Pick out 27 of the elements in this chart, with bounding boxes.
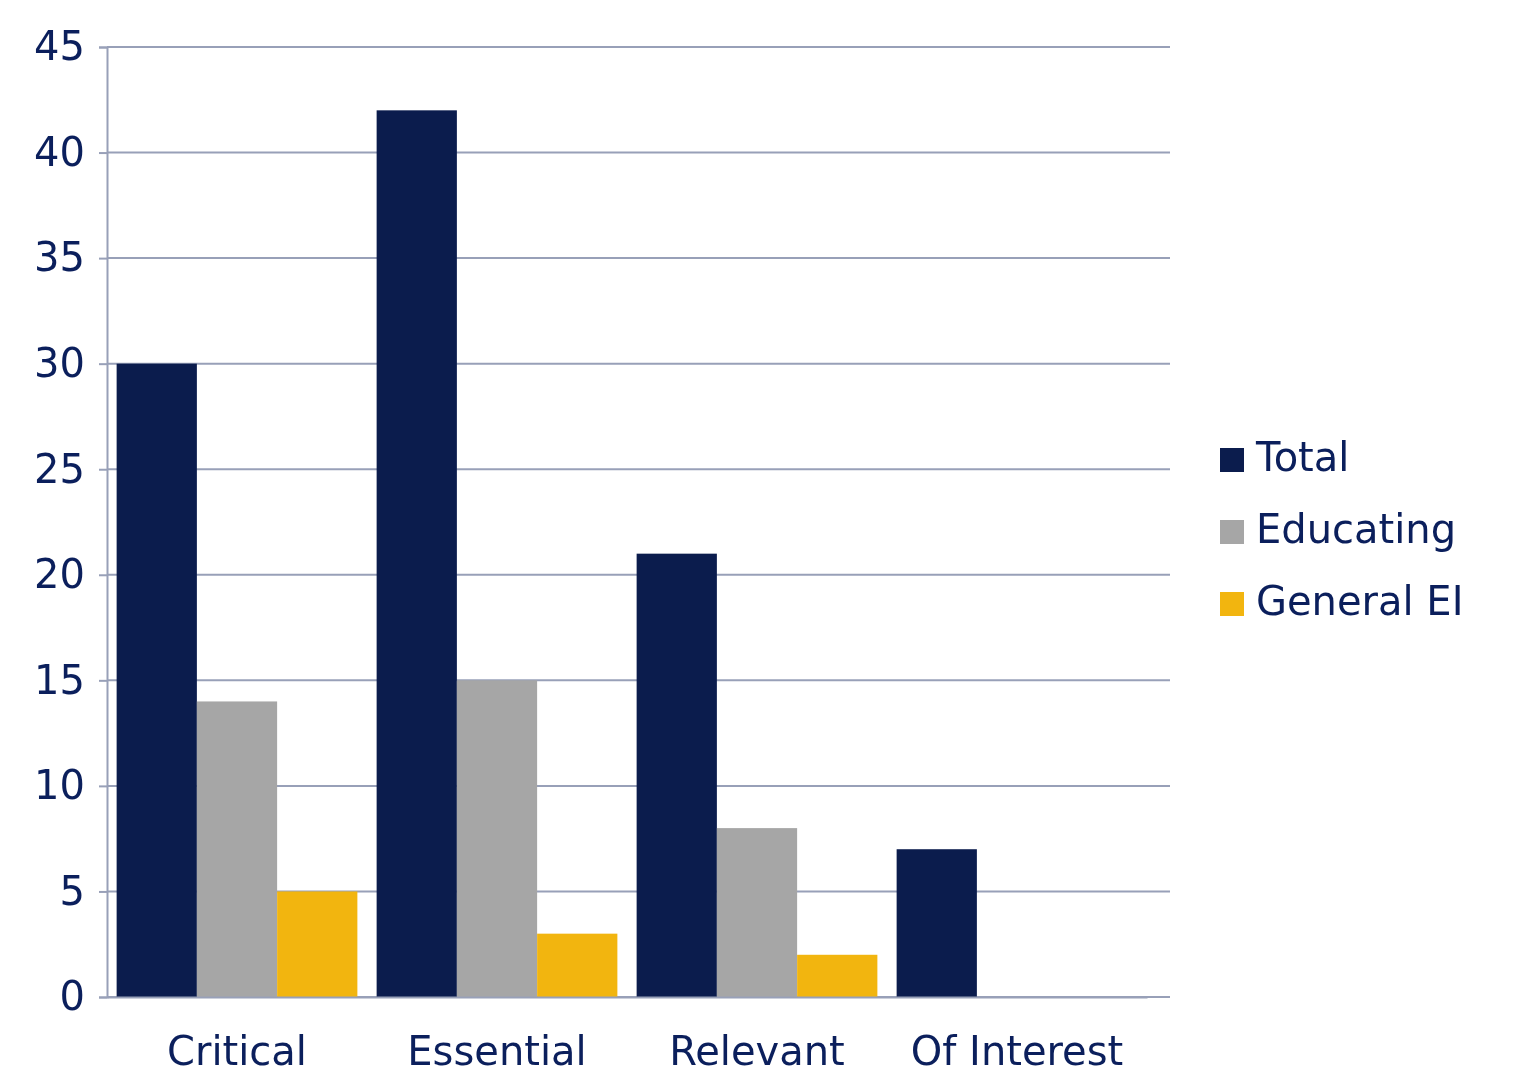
- y-tick-label: 40: [34, 128, 85, 175]
- y-tick-label: 20: [34, 551, 85, 598]
- x-tick-label: Relevant: [669, 1028, 845, 1075]
- y-tick-label: 15: [34, 656, 85, 703]
- y-tick-label: 0: [59, 973, 85, 1020]
- bar: [896, 849, 977, 997]
- bar: [636, 553, 717, 997]
- bar: [116, 363, 197, 997]
- y-tick-label: 25: [34, 445, 85, 492]
- bar: [537, 933, 618, 997]
- bar: [196, 701, 278, 997]
- x-tick-label: Of Interest: [910, 1028, 1124, 1075]
- bar: [716, 828, 798, 997]
- legend-label: Educating: [1256, 506, 1457, 552]
- y-tick-label: 5: [59, 867, 85, 914]
- x-tick-label: Critical: [167, 1028, 307, 1075]
- x-tick-label: Essential: [407, 1028, 587, 1075]
- y-tick-label: 45: [34, 23, 85, 70]
- y-tick-label: 30: [34, 339, 85, 386]
- bar: [797, 954, 878, 997]
- legend-label: Total: [1255, 434, 1350, 480]
- legend-label: General EI: [1256, 578, 1464, 624]
- y-tick-label: 35: [34, 234, 85, 281]
- bar: [376, 110, 457, 997]
- bar: [277, 891, 358, 997]
- y-tick-label: 10: [34, 762, 85, 809]
- bar: [456, 680, 538, 997]
